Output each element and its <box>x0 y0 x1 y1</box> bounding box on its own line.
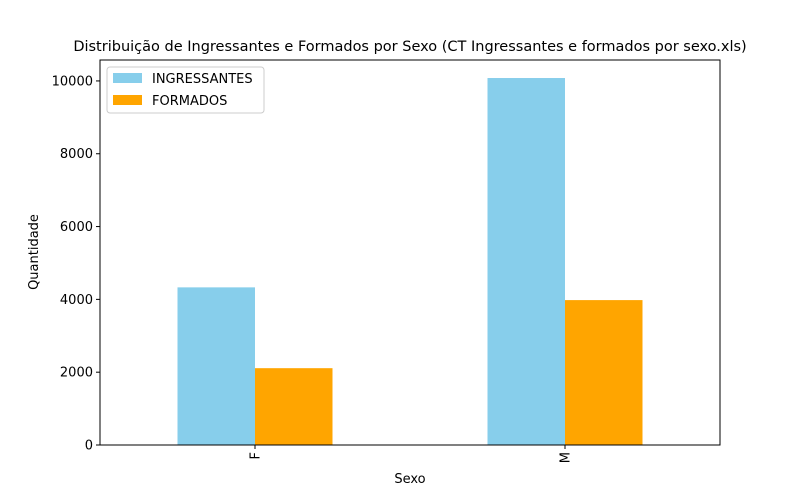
x-tick-label: M <box>559 452 574 463</box>
x-axis-label: Sexo <box>394 472 425 487</box>
y-tick-label: 6000 <box>60 220 93 235</box>
legend-swatch-ingressantes <box>113 73 142 83</box>
bar-formados-m <box>565 300 643 445</box>
y-axis-label: Quantidade <box>27 214 42 290</box>
bar-ingressantes-f <box>177 287 255 445</box>
legend-label-ingressantes: INGRESSANTES <box>152 72 253 87</box>
legend-swatch-formados <box>113 95 142 105</box>
legend-box <box>106 66 265 114</box>
bar-formados-f <box>255 368 333 445</box>
legend: INGRESSANTES FORMADOS <box>106 66 265 114</box>
bars-group <box>177 78 643 446</box>
legend-label-formados: FORMADOS <box>152 94 227 109</box>
y-tick-label: 4000 <box>60 293 93 308</box>
bar-ingressantes-m <box>487 78 565 446</box>
chart-title: Distribuição de Ingressantes e Formados … <box>73 39 746 55</box>
y-tick-label: 10000 <box>52 74 93 89</box>
plot-frame <box>99 59 721 446</box>
x-tick-label: F <box>249 452 264 459</box>
y-tick-label: 0 <box>85 439 93 454</box>
y-axis: 0 2000 4000 6000 8000 10000 <box>52 74 100 454</box>
y-tick-label: 2000 <box>60 366 93 381</box>
y-tick-label: 8000 <box>60 147 93 162</box>
